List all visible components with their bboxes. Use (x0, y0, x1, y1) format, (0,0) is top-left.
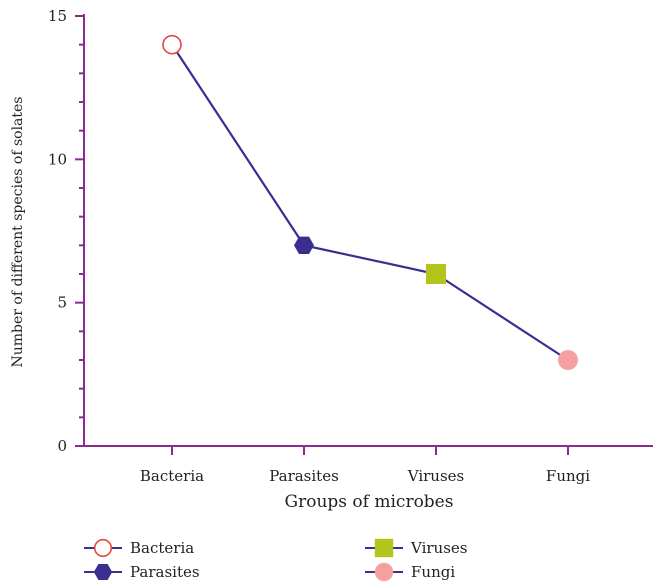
series-polyline (171, 44, 569, 361)
legend-marker (374, 562, 394, 582)
y-tick-label: 5 (57, 294, 67, 312)
y-axis-title: Number of different species of solates (10, 97, 26, 368)
y-axis-ticks: 0 5 10 15 (48, 7, 84, 455)
x-tick-label: Fungi (546, 467, 590, 485)
legend-item-bacteria: Bacteria (84, 538, 194, 558)
legend-item-fungi: Fungi (365, 562, 455, 582)
data-point-bacteria (162, 34, 182, 55)
data-point-fungi (558, 350, 578, 370)
legend-label: Fungi (411, 563, 455, 581)
x-tick-label: Parasites (269, 467, 339, 485)
data-markers (162, 34, 578, 370)
legend-item-viruses: Viruses (365, 538, 467, 558)
legend-item-parasites: Parasites (84, 563, 200, 581)
legend-label: Parasites (130, 563, 200, 581)
axes (83, 14, 653, 447)
x-axis-title: Groups of microbes (285, 492, 454, 512)
legend-marker (93, 564, 113, 580)
y-tick-label: 10 (48, 150, 67, 168)
legend: Bacteria Parasites Viruses Fungi (84, 538, 467, 582)
x-axis-ticks: Bacteria Parasites Viruses Fungi (140, 446, 590, 485)
data-point-viruses (426, 264, 446, 284)
y-tick-label: 15 (48, 7, 67, 25)
x-tick-label: Bacteria (140, 467, 204, 485)
legend-label: Bacteria (130, 539, 194, 557)
x-tick-label: Viruses (407, 467, 464, 485)
legend-marker (93, 538, 113, 558)
y-tick-label: 0 (57, 437, 67, 455)
legend-label: Viruses (410, 539, 467, 557)
data-point-parasites (294, 236, 314, 254)
legend-marker (374, 538, 394, 558)
series-line (171, 44, 569, 361)
